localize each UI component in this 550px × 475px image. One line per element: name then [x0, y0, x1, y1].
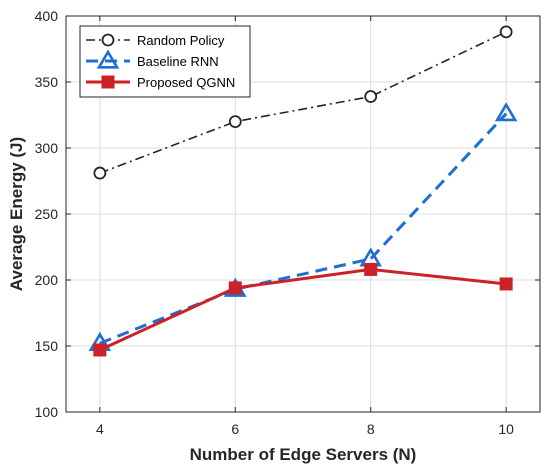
data-point-random-policy — [93, 166, 107, 180]
legend-marker-proposed-qgnn — [101, 75, 115, 89]
data-point-proposed-qgnn — [93, 343, 107, 357]
y-tick-label: 350 — [35, 74, 59, 90]
legend-marker-baseline-rnn — [96, 49, 120, 69]
data-point-baseline-rnn — [494, 102, 518, 122]
y-tick-label: 200 — [35, 272, 59, 288]
legend-label-baseline-rnn: Baseline RNN — [137, 54, 219, 69]
data-point-proposed-qgnn — [499, 277, 513, 291]
data-point-proposed-qgnn — [364, 262, 378, 276]
data-point-random-policy — [499, 25, 513, 39]
y-tick-label: 400 — [35, 8, 59, 24]
x-tick-label: 6 — [231, 421, 239, 437]
y-axis-title: Average Energy (J) — [7, 137, 26, 291]
x-tick-label: 10 — [498, 421, 514, 437]
series-line-random-policy — [99, 31, 507, 174]
x-tick-label: 8 — [367, 421, 375, 437]
legend-label-proposed-qgnn: Proposed QGNN — [137, 75, 235, 90]
data-point-random-policy — [364, 90, 378, 103]
y-tick-label: 100 — [35, 404, 59, 420]
axis-ticks: 4 6 8 10 100 150 200 250 300 350 400 — [35, 8, 540, 437]
y-tick-label: 250 — [35, 206, 59, 222]
y-tick-label: 150 — [35, 338, 59, 354]
y-tick-label: 300 — [35, 140, 59, 156]
legend-marker-random-policy — [101, 33, 115, 47]
series-line-proposed-qgnn — [99, 267, 507, 352]
x-tick-label: 4 — [96, 421, 104, 437]
data-point-random-policy — [228, 115, 242, 128]
series-line-baseline-rnn — [99, 112, 508, 345]
data-point-proposed-qgnn — [228, 281, 242, 295]
legend-label-random-policy: Random Policy — [137, 33, 225, 48]
x-axis-title: Number of Edge Servers (N) — [190, 445, 417, 464]
series-lines — [88, 25, 518, 357]
legend: Random Policy Baseline RNN Proposed QGNN — [79, 25, 251, 98]
